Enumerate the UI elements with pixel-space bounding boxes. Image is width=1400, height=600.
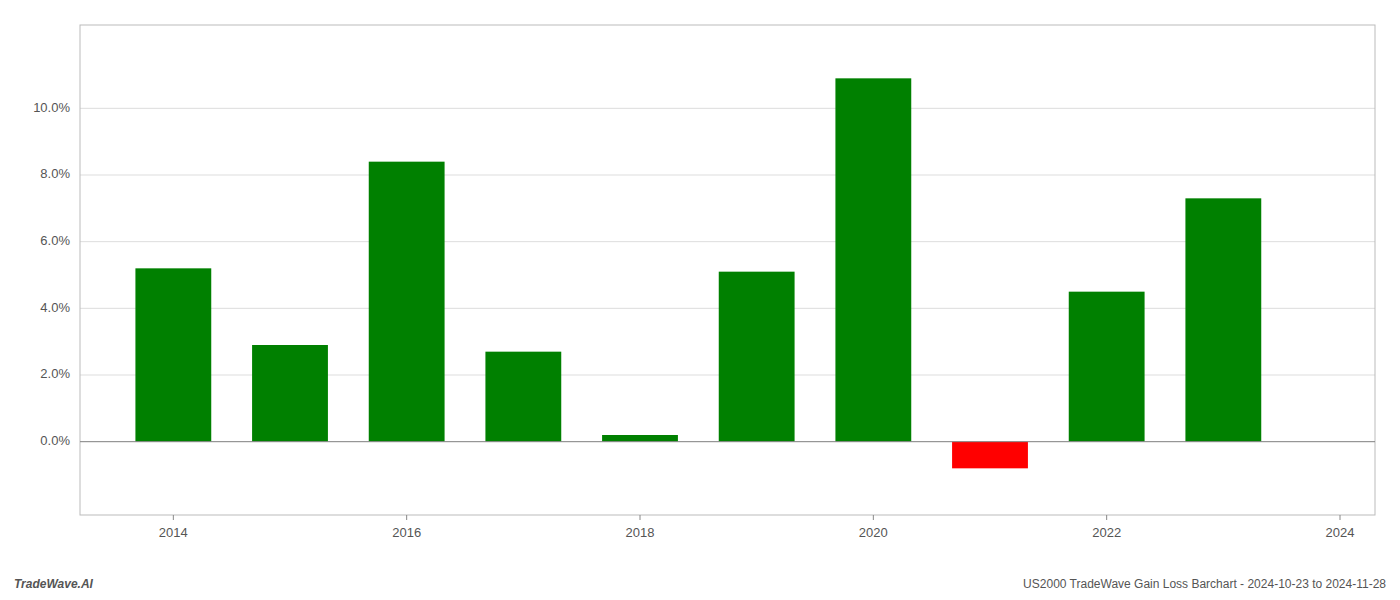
y-tick-label: 10.0% [33, 100, 70, 115]
x-tick-label: 2016 [392, 525, 421, 540]
x-tick-label: 2018 [626, 525, 655, 540]
bar [1185, 198, 1261, 441]
y-tick-label: 0.0% [40, 433, 70, 448]
bar [952, 442, 1028, 469]
grid-line [80, 241, 1375, 242]
y-tick-label: 4.0% [40, 300, 70, 315]
bar [835, 78, 911, 441]
bar [252, 345, 328, 442]
bars [135, 78, 1261, 468]
chart: 0.0% 2.0% 4.0% 6.0% 8.0% 10.0% 2014 2016 2018 202… [0, 0, 1400, 600]
x-tick-label: 2024 [1326, 525, 1355, 540]
grid-line [80, 175, 1375, 176]
bar [1069, 292, 1145, 442]
x-tick [173, 515, 174, 520]
x-tick [873, 515, 874, 520]
y-tick-label: 6.0% [40, 233, 70, 248]
page: {"chart_data": {"type": "bar", "x": [201… [0, 0, 1400, 600]
grid-line [80, 108, 1375, 109]
footer-left: TradeWave.AI [14, 577, 94, 591]
bar [369, 162, 445, 442]
x-tick-label: 2022 [1092, 525, 1121, 540]
x-tick-label: 2014 [159, 525, 188, 540]
x-tick [406, 515, 407, 520]
plot-frame [80, 25, 1375, 515]
footer-right: US2000 TradeWave Gain Loss Barchart - 20… [1023, 577, 1386, 591]
y-grid [80, 108, 1375, 441]
bar [602, 435, 678, 442]
x-tick [1106, 515, 1107, 520]
y-tick-label: 8.0% [40, 166, 70, 181]
bar [135, 268, 211, 441]
bar [719, 272, 795, 442]
x-tick-label: 2020 [859, 525, 888, 540]
bar [485, 352, 561, 442]
y-tick-label: 2.0% [40, 366, 70, 381]
x-tick [640, 515, 641, 520]
x-tick [1340, 515, 1341, 520]
zero-line [80, 441, 1375, 442]
grid-line [80, 441, 1375, 442]
